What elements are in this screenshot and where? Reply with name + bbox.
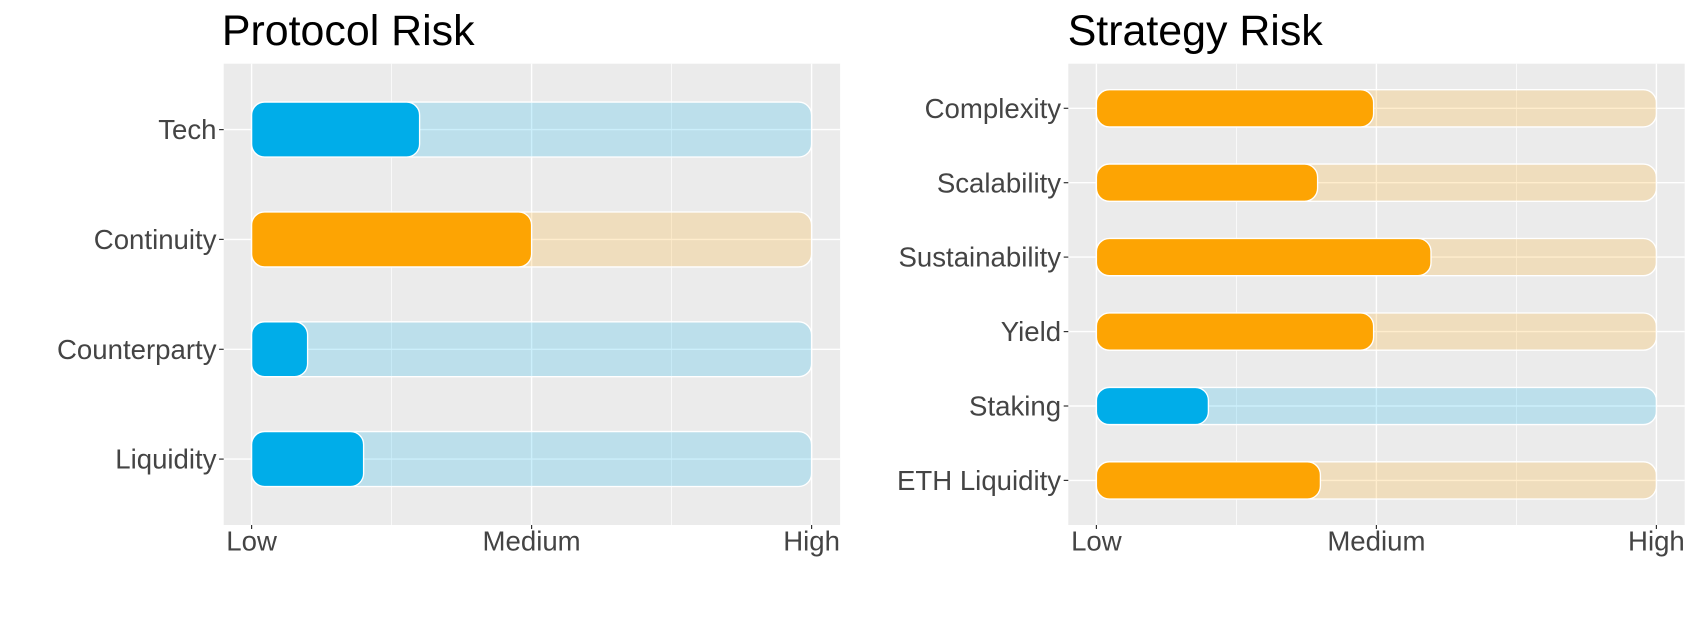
svg-text:Low: Low xyxy=(1071,526,1122,557)
svg-text:Yield: Yield xyxy=(1001,316,1061,347)
svg-text:Tech: Tech xyxy=(158,114,216,145)
svg-text:Scalability: Scalability xyxy=(937,167,1061,198)
svg-text:ETH Liquidity: ETH Liquidity xyxy=(897,465,1061,496)
svg-text:High: High xyxy=(783,526,840,557)
svg-text:Liquidity: Liquidity xyxy=(115,444,216,475)
svg-text:Complexity: Complexity xyxy=(925,93,1062,124)
svg-text:High: High xyxy=(1628,526,1685,557)
svg-text:Low: Low xyxy=(226,526,277,557)
svg-text:Counterparty: Counterparty xyxy=(57,334,217,365)
svg-text:Medium: Medium xyxy=(483,526,581,557)
svg-text:Strategy Risk: Strategy Risk xyxy=(1068,7,1324,55)
svg-text:Sustainability: Sustainability xyxy=(899,242,1062,273)
svg-text:Continuity: Continuity xyxy=(94,224,217,255)
svg-text:Protocol Risk: Protocol Risk xyxy=(222,7,475,55)
svg-text:Staking: Staking xyxy=(969,391,1061,422)
svg-text:Medium: Medium xyxy=(1327,526,1425,557)
